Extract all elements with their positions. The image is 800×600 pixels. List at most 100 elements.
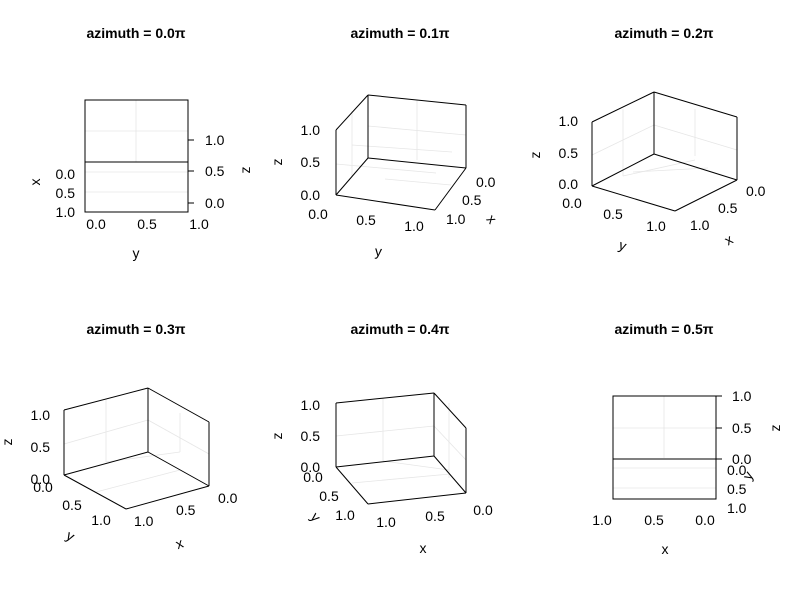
x-tick-label: 0.5	[176, 502, 196, 518]
panel-azimuth-0-0: azimuth = 0.0π 1.0 0.5 0.0 z 0.0 0.5 1.0…	[27, 25, 253, 261]
z-axis-label: z	[0, 439, 15, 446]
panel-azimuth-0-4: azimuth = 0.4π 1.0 0.5 0.0 z 0.0	[269, 321, 493, 556]
z-tick-label: 0.5	[205, 163, 225, 179]
x-axis-label: x	[483, 211, 500, 227]
x-tick-label: 1.0	[446, 211, 466, 227]
z-tick-label: 1.0	[301, 122, 321, 138]
z-axis-label: z	[527, 152, 543, 159]
panel-azimuth-0-2: azimuth = 0.2π 1.0 0.5 0.0 z 0.0	[527, 25, 766, 254]
x-tick-label: 0.5	[644, 512, 664, 528]
x-ticks: 1.0 0.5 0.0	[592, 512, 715, 528]
panel-title: azimuth = 0.3π	[86, 321, 185, 337]
z-tick-label: 1.0	[301, 397, 321, 413]
y-ticks: 0.0 0.5 1.0	[33, 479, 111, 528]
z-tick-label: 0.0	[732, 451, 752, 467]
panel-azimuth-0-5: azimuth = 0.5π 1.0 0.5 0.0 z 0.0 0.5 1.0…	[592, 321, 783, 557]
x-tick-label: 0.5	[718, 200, 738, 216]
x-tick-label: 0.5	[462, 192, 482, 208]
x-ticks: 0.0 0.5 1.0	[376, 502, 493, 530]
x-tick-label: 1.0	[56, 204, 76, 220]
x-ticks: 0.0 0.5 1.0	[446, 174, 496, 227]
z-tick-label: 1.0	[31, 407, 51, 423]
gridlines	[613, 396, 716, 489]
z-axis-label: z	[767, 425, 783, 432]
y-tick-label: 0.5	[603, 206, 623, 222]
z-ticks: 1.0 0.5 0.0	[559, 113, 579, 192]
x-tick-label: 1.0	[690, 217, 710, 233]
z-ticks: 1.0 0.5 0.0	[301, 397, 321, 475]
gridlines	[63, 399, 210, 493]
y-tick-label: 1.0	[189, 216, 209, 232]
x-axis-label: x	[662, 541, 669, 557]
y-axis-label: y	[617, 237, 629, 254]
panel-azimuth-0-1: azimuth = 0.1π 1.0 0.5 0.0 z 0.0	[269, 25, 500, 259]
z-tick-label: 0.0	[301, 187, 321, 203]
y-tick-label: 0.5	[62, 497, 82, 513]
x-tick-label: 0.0	[473, 502, 493, 518]
axes-box	[335, 94, 467, 211]
y-tick-label: 0.0	[727, 462, 747, 478]
y-tick-label: 1.0	[335, 507, 355, 523]
gridlines	[335, 398, 467, 484]
y-tick-label: 1.0	[404, 218, 424, 234]
x-tick-label: 1.0	[376, 514, 396, 530]
y-tick-label: 1.0	[646, 218, 666, 234]
x-axis-label: x	[27, 179, 43, 186]
y-tick-label: 0.0	[562, 195, 582, 211]
axes-box	[591, 91, 738, 212]
y-axis-label: y	[307, 509, 324, 525]
gridlines	[335, 100, 467, 186]
z-ticks: 1.0 0.5 0.0	[301, 122, 321, 203]
y-tick-label: 1.0	[91, 512, 111, 528]
z-ticks: 1.0 0.5 0.0	[716, 388, 752, 467]
y-tick-label: 1.0	[727, 500, 747, 516]
axes-box	[335, 392, 467, 505]
z-tick-label: 1.0	[559, 113, 579, 129]
z-tick-label: 0.0	[205, 195, 225, 211]
z-tick-label: 0.0	[301, 459, 321, 475]
z-tick-label: 0.5	[31, 439, 51, 455]
x-tick-label: 0.5	[56, 185, 76, 201]
x-tick-label: 0.0	[746, 183, 766, 199]
x-ticks: 0.0 0.5 1.0	[56, 166, 76, 220]
x-tick-label: 0.5	[425, 508, 445, 524]
z-ticks: 1.0 0.5 0.0	[31, 407, 51, 487]
panel-title: azimuth = 0.0π	[86, 25, 185, 41]
panel-title: azimuth = 0.4π	[350, 321, 449, 337]
z-axis-label: z	[237, 167, 253, 174]
z-tick-label: 0.5	[559, 145, 579, 161]
y-tick-label: 0.0	[86, 216, 106, 232]
z-tick-label: 0.5	[301, 428, 321, 444]
x-ticks: 0.0 0.5 1.0	[690, 183, 766, 233]
x-tick-label: 0.0	[56, 166, 76, 182]
y-tick-label: 0.5	[727, 481, 747, 497]
z-axis-label: z	[269, 159, 285, 166]
y-ticks: 0.0 0.5 1.0	[303, 469, 355, 523]
z-ticks: 1.0 0.5 0.0	[188, 132, 225, 211]
x-tick-label: 1.0	[592, 512, 612, 528]
gridlines	[85, 100, 188, 193]
y-axis-label: y	[63, 527, 77, 544]
axes-box	[84, 99, 189, 213]
y-ticks: 0.0 0.5 1.0	[86, 216, 209, 232]
y-ticks: 0.0 0.5 1.0	[727, 462, 747, 516]
gridlines	[591, 109, 738, 177]
y-axis-label: y	[133, 245, 140, 261]
x-axis-label: x	[173, 535, 185, 552]
y-tick-label: 0.0	[308, 206, 328, 222]
z-axis-label: z	[269, 433, 285, 440]
x-axis-label: x	[721, 231, 735, 248]
z-tick-label: 0.5	[301, 154, 321, 170]
panel-title: azimuth = 0.1π	[350, 25, 449, 41]
y-tick-label: 0.0	[33, 479, 53, 495]
y-tick-label: 0.5	[137, 216, 157, 232]
panel-title: azimuth = 0.5π	[614, 321, 713, 337]
z-tick-label: 0.0	[559, 176, 579, 192]
x-axis-label: x	[420, 540, 427, 556]
panel-title: azimuth = 0.2π	[614, 25, 713, 41]
z-tick-label: 0.0	[31, 471, 51, 487]
y-ticks: 0.0 0.5 1.0	[308, 206, 424, 234]
x-tick-label: 0.0	[695, 512, 715, 528]
y-axis-label: y	[374, 243, 382, 260]
z-tick-label: 1.0	[732, 388, 752, 404]
